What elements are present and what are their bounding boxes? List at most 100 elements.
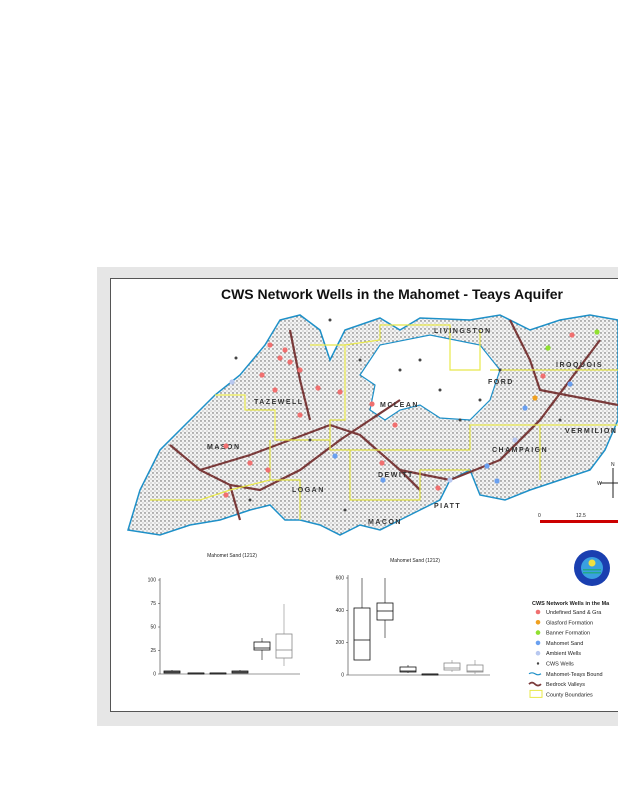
y-tick-label: 50 <box>150 625 156 631</box>
legend-item-label: Mahomet Sand <box>546 641 583 647</box>
y-tick-label: 75 <box>150 601 156 607</box>
well-point-ambient <box>512 437 518 443</box>
boxplot-box <box>443 660 461 672</box>
well-point-undefined-sand <box>392 422 398 428</box>
legend-item-label: Glasford Formation <box>546 620 593 626</box>
mclean-clear-area <box>359 334 501 421</box>
county-livingston: LIVINGSTON <box>434 328 492 335</box>
orange-dot-icon <box>535 620 541 625</box>
well-point-mahomet <box>567 381 573 387</box>
legend-item-label: Ambient Wells <box>546 651 581 657</box>
well-point-undefined-sand <box>297 412 303 418</box>
y-tick-label: 400 <box>336 608 345 614</box>
svg-text:0: 0 <box>538 513 541 519</box>
well-point-cws <box>438 388 442 392</box>
county-champaign: CHAMPAIGN <box>492 447 548 454</box>
well-point-banner <box>545 345 551 351</box>
well-point-undefined-sand <box>265 467 271 473</box>
county-mason: MASON <box>207 444 241 451</box>
boxplot-box <box>466 660 484 674</box>
legend-item-label: CWS Wells <box>546 662 574 668</box>
boxplot-box <box>163 670 181 674</box>
boxplot-box <box>376 578 394 638</box>
county-vermilion: VERMILION <box>565 428 617 435</box>
well-point-undefined-sand <box>282 347 288 353</box>
well-point-undefined-sand <box>337 389 343 395</box>
legend-item-label: County Boundaries <box>546 692 593 698</box>
well-point-cws <box>234 356 238 360</box>
y-tick-label: 0 <box>153 672 156 678</box>
legend-title: CWS Network Wells in the Ma <box>532 601 610 607</box>
well-point-undefined-sand <box>540 373 546 379</box>
well-point-mahomet <box>494 478 500 484</box>
county-logan: LOGAN <box>292 487 325 494</box>
svg-text:N: N <box>611 462 615 468</box>
well-point-undefined-sand <box>369 401 375 407</box>
blue-line-icon <box>528 672 542 676</box>
county-tazewell: TAZEWELL <box>254 399 304 406</box>
well-point-mahomet <box>380 477 386 483</box>
county-iroquois: IROQUOIS <box>556 362 603 369</box>
scale-bar: 0 12.5 <box>538 513 618 523</box>
map-legend: CWS Network Wells in the Ma Undefined Sa… <box>528 601 610 698</box>
well-point-cws <box>343 508 347 512</box>
well-point-cws <box>558 418 562 422</box>
well-point-cws <box>398 368 402 372</box>
well-point-cws <box>358 358 362 362</box>
legend-item-label: Bedrock Valleys <box>546 682 585 688</box>
well-point-cws <box>478 398 482 402</box>
well-point-undefined-sand <box>297 367 303 373</box>
well-point-undefined-sand <box>267 342 273 348</box>
well-point-undefined-sand <box>272 387 278 393</box>
boxplot-chart-1: Mahomet Sand (1212) 0 25 50 75 100 <box>148 553 300 678</box>
county-dewitt: DEWITT <box>378 472 414 479</box>
blue-dot-icon <box>535 640 541 646</box>
well-point-undefined-sand <box>259 372 265 378</box>
well-point-glasford <box>532 395 538 401</box>
y-tick-label: 200 <box>336 640 345 646</box>
well-point-undefined-sand <box>223 492 229 498</box>
county-piatt: PIATT <box>434 503 461 510</box>
well-point-mahomet <box>522 405 528 411</box>
well-point-ambient <box>229 379 235 385</box>
boxplot-box <box>187 672 205 675</box>
well-point-undefined-sand <box>277 355 283 361</box>
legend-item-label: Mahomet-Teays Bound <box>546 672 603 678</box>
well-point-mahomet <box>484 463 490 469</box>
compass-icon: N W <box>597 462 618 498</box>
green-dot-icon <box>535 630 541 635</box>
boxplot-box <box>253 638 271 660</box>
gray-dot-icon <box>536 662 540 665</box>
chart2-title: Mahomet Sand (1212) <box>390 558 440 564</box>
brown-line-icon <box>528 681 542 687</box>
lightblue-dot-icon <box>535 650 541 656</box>
legend-item-label: Undefined Sand & Gra <box>546 610 602 616</box>
well-point-undefined-sand <box>247 460 253 466</box>
y-tick-label: 0 <box>341 673 344 679</box>
y-tick-label: 25 <box>150 648 156 654</box>
well-point-cws <box>498 368 502 372</box>
figure-title: CWS Network Wells in the Mahomet - Teays… <box>221 286 564 302</box>
well-point-undefined-sand <box>379 460 385 466</box>
well-point-cws <box>418 358 422 362</box>
county-labels: LIVINGSTON IROQUOIS FORD TAZEWELL MCLEAN… <box>207 328 617 526</box>
legend-item-label: Banner Formation <box>546 631 590 637</box>
well-point-undefined-sand <box>223 443 229 449</box>
well-point-undefined-sand <box>569 332 575 338</box>
well-point-banner <box>594 329 600 335</box>
county-ford: FORD <box>488 379 514 386</box>
well-point-undefined-sand <box>287 359 293 365</box>
svg-text:W: W <box>597 481 602 487</box>
yellow-box-icon <box>529 689 543 698</box>
county-macon: MACON <box>368 519 402 526</box>
y-tick-label: 600 <box>336 576 345 582</box>
y-tick-label: 100 <box>148 578 157 584</box>
boxplot-box <box>353 578 371 661</box>
well-points <box>223 318 600 512</box>
boxplot-box <box>275 604 293 666</box>
well-point-cws <box>458 418 462 422</box>
county-mclean: MCLEAN <box>380 402 419 409</box>
boxplot-box <box>209 672 227 675</box>
well-point-cws <box>248 498 252 502</box>
